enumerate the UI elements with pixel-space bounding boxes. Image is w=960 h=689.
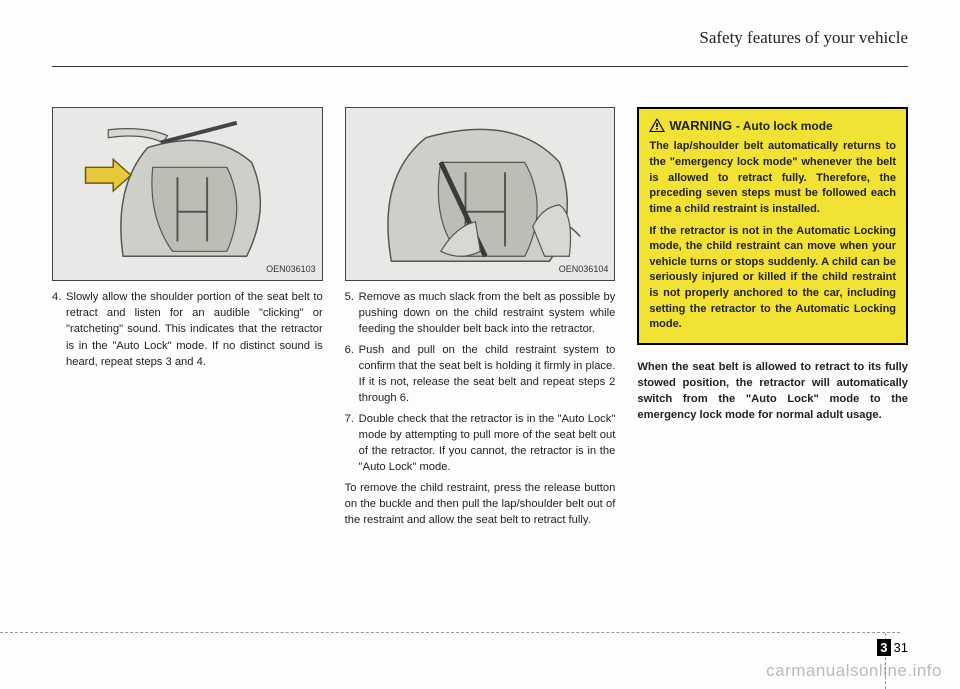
figure-1: OEN036103 bbox=[52, 107, 323, 281]
column-2: OEN036104 5. Remove as much slack from t… bbox=[345, 107, 616, 534]
step-7: 7. Double check that the retractor is in… bbox=[345, 411, 616, 476]
watermark-text: carmanualsonline.info bbox=[766, 661, 942, 681]
step-7-text: Double check that the retractor is in th… bbox=[359, 411, 616, 476]
page-number-value: 31 bbox=[891, 640, 908, 655]
step-6: 6. Push and pull on the child restraint … bbox=[345, 342, 616, 407]
step-5-text: Remove as much slack from the belt as po… bbox=[359, 289, 616, 338]
warning-triangle-icon bbox=[649, 118, 665, 132]
warning-paragraph-1: The lap/shoulder belt automatically retu… bbox=[649, 139, 896, 217]
figure-2-id: OEN036104 bbox=[559, 263, 609, 276]
warning-label: WARNING bbox=[669, 118, 732, 133]
step-6-number: 6. bbox=[345, 342, 359, 407]
content-columns: OEN036103 4. Slowly allow the shoulder p… bbox=[52, 107, 908, 534]
figure-2: OEN036104 bbox=[345, 107, 616, 281]
warning-subtitle: - Auto lock mode bbox=[736, 119, 833, 133]
footer-dashed-horizontal bbox=[0, 632, 900, 633]
step-4: 4. Slowly allow the shoulder portion of … bbox=[52, 289, 323, 370]
warning-paragraph-2: If the retractor is not in the Automatic… bbox=[649, 224, 896, 333]
step-4-text: Slowly allow the shoulder portion of the… bbox=[66, 289, 323, 370]
page-header-title: Safety features of your vehicle bbox=[52, 28, 908, 48]
warning-box: WARNING - Auto lock mode The lap/shoulde… bbox=[637, 107, 908, 345]
step-4-number: 4. bbox=[52, 289, 66, 370]
figure-1-id: OEN036103 bbox=[266, 263, 316, 276]
chapter-number: 3 bbox=[877, 639, 890, 656]
warning-header: WARNING - Auto lock mode bbox=[649, 117, 896, 135]
seat-belt-retract-illustration bbox=[53, 108, 322, 280]
auto-lock-note: When the seat belt is allowed to retract… bbox=[637, 359, 908, 424]
page-container: Safety features of your vehicle OEN03610… bbox=[0, 0, 960, 689]
column-1: OEN036103 4. Slowly allow the shoulder p… bbox=[52, 107, 323, 534]
step-5: 5. Remove as much slack from the belt as… bbox=[345, 289, 616, 338]
step-7-number: 7. bbox=[345, 411, 359, 476]
page-number: 331 bbox=[877, 640, 908, 655]
step-6-text: Push and pull on the child restraint sys… bbox=[359, 342, 616, 407]
step-5-number: 5. bbox=[345, 289, 359, 338]
seat-belt-slack-illustration bbox=[346, 108, 615, 280]
column-3: WARNING - Auto lock mode The lap/shoulde… bbox=[637, 107, 908, 534]
warning-title-wrap: WARNING - Auto lock mode bbox=[669, 117, 832, 135]
removal-instructions: To remove the child restraint, press the… bbox=[345, 480, 616, 529]
header-rule bbox=[52, 66, 908, 67]
